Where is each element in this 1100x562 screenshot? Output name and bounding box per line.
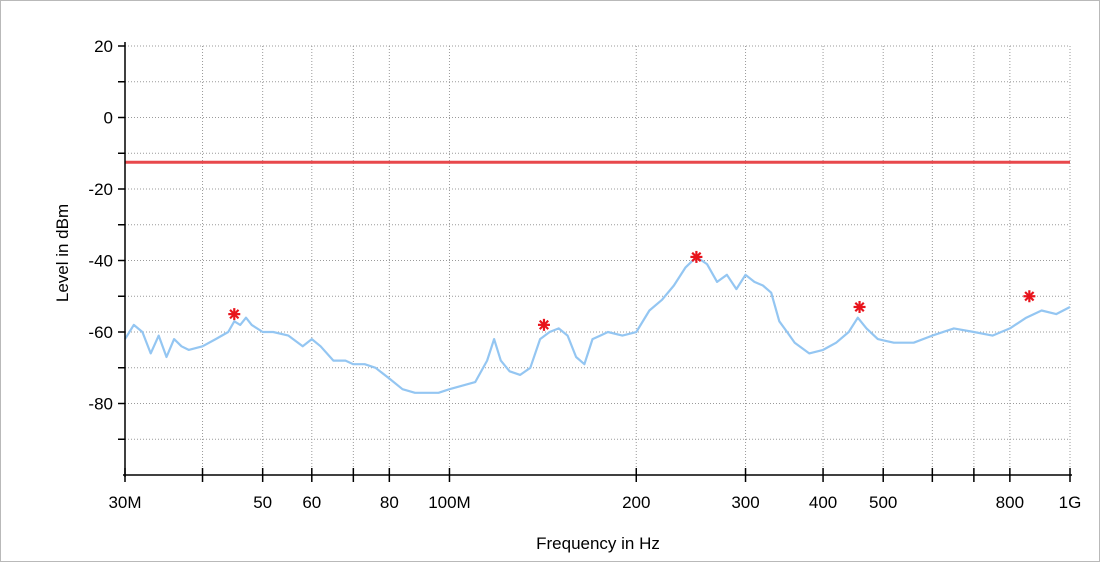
x-tick-label: 50 <box>253 493 272 512</box>
series-group <box>124 255 1071 394</box>
peak-marker <box>1023 290 1036 303</box>
x-tick-label: 300 <box>731 493 759 512</box>
x-tick-label: 30M <box>108 493 141 512</box>
x-tick-label: 60 <box>302 493 321 512</box>
x-tick-label: 1G <box>1059 493 1082 512</box>
y-tick-label: 0 <box>104 109 113 128</box>
peak-marker <box>537 318 550 331</box>
peak-marker <box>853 300 866 313</box>
x-tick-label: 400 <box>809 493 837 512</box>
y-axis-label: Level in dBm <box>53 204 72 302</box>
x-tick-label: 100M <box>428 493 471 512</box>
measurement-trace <box>124 255 1071 394</box>
y-tick-label: -80 <box>88 395 113 414</box>
x-tick-label: 200 <box>622 493 650 512</box>
y-tick-label: -20 <box>88 180 113 199</box>
peak-marker <box>690 250 703 263</box>
x-tick-label: 80 <box>380 493 399 512</box>
grid <box>125 45 1071 475</box>
peak-marker <box>228 308 241 321</box>
x-tick-label: 500 <box>869 493 897 512</box>
x-axis-label: Frequency in Hz <box>536 534 660 553</box>
y-tick-label: -40 <box>88 252 113 271</box>
y-tick-label: -60 <box>88 323 113 342</box>
x-tick-label: 800 <box>996 493 1024 512</box>
peak-markers <box>228 250 1036 331</box>
y-tick-label: 20 <box>94 37 113 56</box>
